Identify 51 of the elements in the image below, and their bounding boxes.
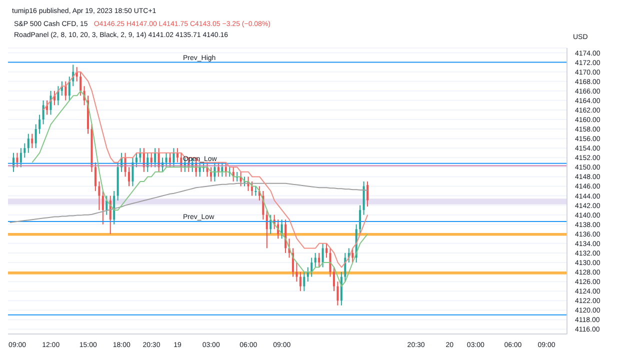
candlestick: [266, 210, 268, 249]
candlestick: [344, 252, 346, 282]
candlestick: [80, 71, 82, 96]
candlestick: [135, 152, 138, 168]
candlestick: [198, 162, 201, 178]
candlestick: [306, 266, 309, 282]
candlestick: [329, 248, 332, 278]
candlestick: [284, 219, 287, 254]
candlestick: [322, 242, 324, 268]
candlestick: [98, 180, 100, 211]
candlestick: [296, 262, 298, 282]
candlestick: [224, 162, 227, 178]
candlestick: [64, 80, 67, 101]
candlestick: [34, 124, 37, 149]
candlestick: [299, 272, 302, 292]
candlestick: [318, 252, 320, 268]
candlestick: [172, 148, 175, 168]
candlestick: [165, 152, 168, 168]
candlestick: [352, 248, 354, 263]
candlestick: [68, 76, 70, 101]
candlestick: [310, 257, 313, 278]
candlestick: [366, 180, 369, 207]
candlestick: [250, 180, 253, 196]
candlestick: [113, 190, 116, 225]
candlestick: [336, 281, 339, 306]
candlestick: [20, 148, 22, 168]
line-series: [9, 182, 368, 223]
candlestick: [42, 100, 44, 125]
candlestick: [314, 252, 316, 268]
candlestick: [102, 190, 104, 225]
candlestick: [38, 114, 41, 134]
candlestick: [128, 166, 130, 187]
candlestick: [50, 90, 52, 116]
candlestick: [359, 204, 362, 234]
candlestick: [27, 133, 30, 154]
candlestick: [31, 133, 34, 149]
candlestick: [221, 162, 224, 178]
candlestick: [254, 186, 257, 196]
candlestick: [326, 242, 328, 258]
candlestick: [303, 272, 306, 292]
candlestick: [280, 219, 283, 240]
candlestick: [24, 142, 26, 158]
candlestick: [154, 148, 156, 168]
candlestick: [106, 195, 108, 216]
candlestick: [16, 152, 18, 168]
candlestick: [150, 152, 152, 168]
candlestick: [168, 152, 171, 168]
candlestick: [332, 266, 335, 292]
candlestick: [94, 162, 96, 192]
candlestick: [362, 180, 365, 216]
candlestick: [217, 162, 220, 178]
